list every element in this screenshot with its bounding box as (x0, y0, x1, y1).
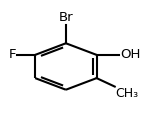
Text: Br: Br (59, 11, 73, 24)
Text: CH₃: CH₃ (116, 87, 139, 100)
Text: OH: OH (120, 48, 140, 61)
Text: F: F (9, 48, 17, 61)
